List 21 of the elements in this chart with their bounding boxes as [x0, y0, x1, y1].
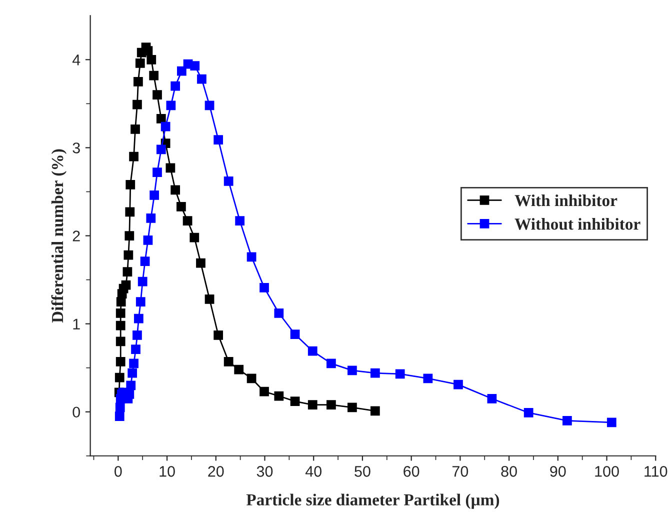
x-axis-title: Particle size diameter Partikel (µm) — [246, 494, 500, 509]
x-tick-label: 30 — [256, 466, 273, 477]
x-tick-label: 50 — [354, 466, 370, 477]
y-tick-label: 2 — [72, 230, 80, 242]
x-tick-label: 60 — [404, 466, 420, 477]
x-tick-label: 80 — [501, 466, 517, 477]
x-tick-label: 20 — [208, 466, 224, 477]
x-tick-label: 40 — [305, 466, 322, 477]
x-tick-label: 0 — [114, 466, 122, 477]
x-tick-label: 70 — [452, 466, 468, 477]
x-tick-label: 10 — [160, 466, 175, 477]
legend-label: Without inhibitor — [514, 218, 640, 230]
x-tick-label: 90 — [550, 466, 566, 477]
y-tick-label: 1 — [73, 318, 80, 330]
y-tick-label: 3 — [72, 142, 80, 154]
y-tick-label: 4 — [72, 54, 80, 66]
x-tick-label: 110 — [644, 466, 668, 477]
y-tick-label: 0 — [72, 406, 80, 418]
x-tick-label: 100 — [595, 466, 619, 477]
y-axis-title: Differential number (%) — [51, 149, 67, 323]
legend-label: With inhibitor — [514, 194, 618, 206]
